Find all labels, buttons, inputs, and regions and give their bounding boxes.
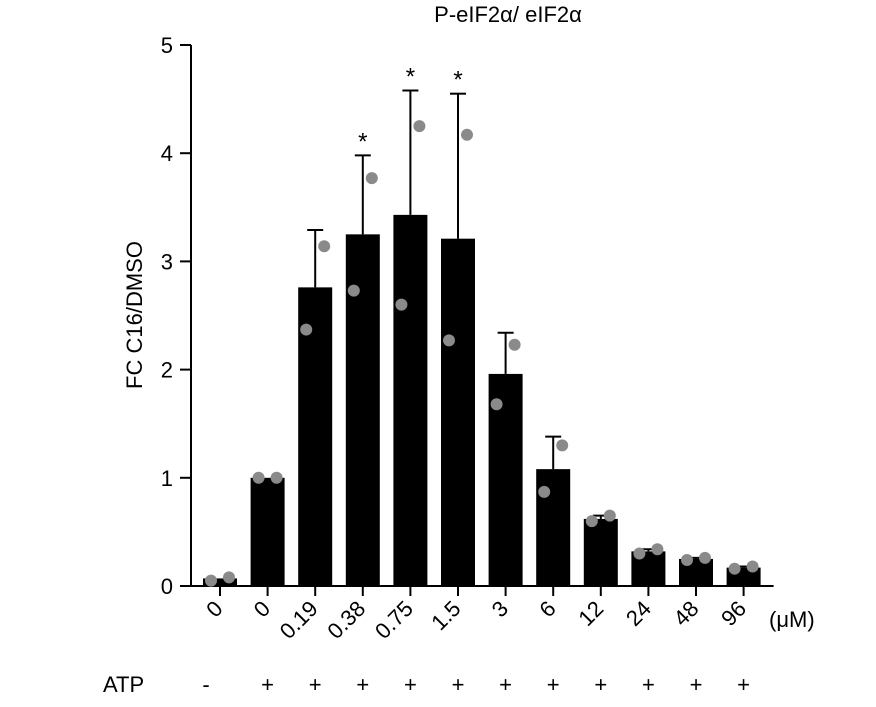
x-tick-label: 6: [534, 596, 560, 622]
significance-marker: *: [358, 128, 367, 155]
bar: [583, 518, 618, 586]
atp-sign: -: [202, 672, 209, 697]
y-axis-label: FC C16/DMSO: [122, 241, 147, 389]
data-point: [270, 471, 283, 484]
data-point: [300, 323, 313, 336]
x-tick-label: 48: [669, 596, 704, 631]
x-tick-label: 24: [621, 596, 656, 631]
bar: [441, 238, 475, 587]
atp-sign: +: [404, 672, 417, 697]
data-point: [365, 172, 378, 185]
bar: [393, 214, 428, 586]
atp-sign: +: [737, 672, 750, 697]
data-point: [603, 509, 616, 522]
atp-sign: +: [594, 672, 607, 697]
atp-row-label: ATP: [103, 672, 144, 697]
data-point: [490, 398, 503, 411]
y-tick-label: 2: [161, 358, 173, 383]
data-point: [443, 334, 455, 347]
y-tick-label: 5: [161, 33, 173, 58]
x-tick-label: 0: [249, 596, 275, 622]
y-tick-label: 1: [161, 466, 173, 491]
x-tick-label: 0: [201, 596, 227, 622]
x-unit-label: (μM): [769, 607, 815, 632]
data-point: [538, 485, 551, 498]
atp-sign: +: [642, 672, 655, 697]
data-point: [585, 515, 598, 528]
data-point: [746, 560, 759, 573]
x-axis: [190, 585, 774, 596]
x-tick-label: 12: [573, 596, 608, 631]
y-tick-label: 4: [161, 141, 173, 166]
x-tick-label: 96: [716, 596, 751, 631]
x-tick-labels: 0 0 0.19 0.38 0.75 1.5 3 6 12 24 48 96: [201, 596, 751, 644]
data-point: [318, 240, 331, 253]
data-point: [728, 562, 741, 575]
bar: [203, 578, 237, 586]
significance-marker: *: [406, 63, 415, 90]
atp-sign: +: [547, 672, 560, 697]
data-point: [347, 284, 360, 297]
x-tick-label: 0.38: [322, 596, 370, 644]
significance-markers: * * *: [358, 63, 463, 155]
x-tick-label: 1.5: [426, 596, 465, 635]
data-point: [395, 298, 408, 311]
data-point: [461, 128, 473, 141]
significance-marker: *: [453, 67, 462, 94]
data-point: [681, 554, 693, 567]
data-point: [413, 120, 426, 133]
atp-sign: +: [452, 672, 465, 697]
y-tick-label: 0: [161, 574, 173, 599]
data-point: [205, 574, 217, 587]
atp-sign: +: [499, 672, 512, 697]
x-tick-label: 3: [487, 596, 513, 622]
atp-sign: +: [690, 672, 703, 697]
chart-title: P-eIF2α/ eIF2α: [434, 2, 582, 27]
atp-row: - + + + + + + + + + + +: [202, 672, 750, 697]
atp-sign: +: [309, 672, 322, 697]
bars: [203, 214, 761, 587]
atp-sign: +: [261, 672, 274, 697]
data-point: [508, 338, 521, 351]
data-point: [556, 439, 569, 452]
atp-sign: +: [356, 672, 369, 697]
data-point: [651, 543, 664, 556]
y-axis: 0 1 2 3 4 5: [161, 33, 192, 599]
y-tick-label: 3: [161, 249, 173, 274]
error-bars: [307, 89, 752, 568]
data-point: [223, 571, 235, 584]
x-tick-label: 0.75: [370, 596, 418, 644]
data-points: [205, 120, 759, 587]
data-point: [252, 471, 265, 484]
bar: [298, 287, 333, 586]
data-point: [633, 547, 646, 560]
bar: [250, 477, 285, 586]
x-tick-label: 0.19: [275, 596, 323, 644]
data-point: [699, 551, 711, 564]
